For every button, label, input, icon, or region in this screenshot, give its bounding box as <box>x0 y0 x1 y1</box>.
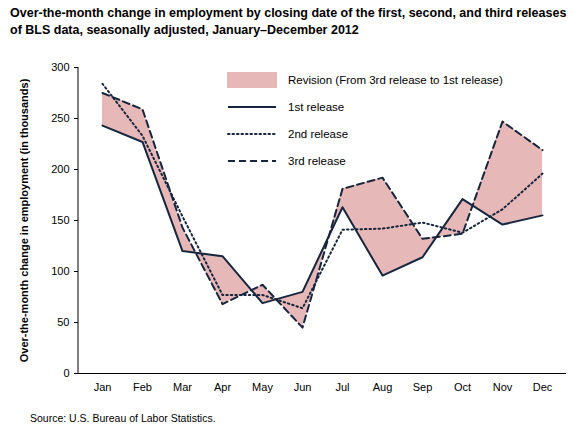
svg-text:300: 300 <box>51 61 69 73</box>
svg-text:Feb: Feb <box>133 381 152 393</box>
html-text:3rd release: 3rd release <box>288 154 346 167</box>
svg-text:May: May <box>252 381 273 393</box>
svg-text:Jan: Jan <box>94 381 112 393</box>
svg-text:Apr: Apr <box>214 381 231 393</box>
svg-text:Nov: Nov <box>493 381 513 393</box>
svg-text:100: 100 <box>51 265 69 277</box>
svg-text:150: 150 <box>51 214 69 226</box>
html-text:Source: U.S. Bureau of Labor S: Source: U.S. Bureau of Labor Statistics. <box>30 412 216 424</box>
svg-text:Sep: Sep <box>413 381 433 393</box>
svg-text:0: 0 <box>63 367 69 379</box>
svg-text:Jul: Jul <box>335 381 349 393</box>
html-text:Over-the-month change in emplo: Over-the-month change in employment by c… <box>10 6 567 37</box>
html-text:Revision (From 3rd release to: Revision (From 3rd release to 1st releas… <box>288 73 503 86</box>
svg-text:Mar: Mar <box>173 381 192 393</box>
svg-text:50: 50 <box>57 316 69 328</box>
svg-text:200: 200 <box>51 163 69 175</box>
svg-text:Jun: Jun <box>294 381 312 393</box>
svg-text:Dec: Dec <box>533 381 553 393</box>
svg-text:Oct: Oct <box>454 381 471 393</box>
svg-text:Over-the-month change in emplo: Over-the-month change in employment (in … <box>18 78 30 362</box>
svg-text:250: 250 <box>51 112 69 124</box>
html-text:2nd release: 2nd release <box>288 127 349 140</box>
html-text:1st release: 1st release <box>288 100 345 113</box>
svg-text:Aug: Aug <box>373 381 393 393</box>
